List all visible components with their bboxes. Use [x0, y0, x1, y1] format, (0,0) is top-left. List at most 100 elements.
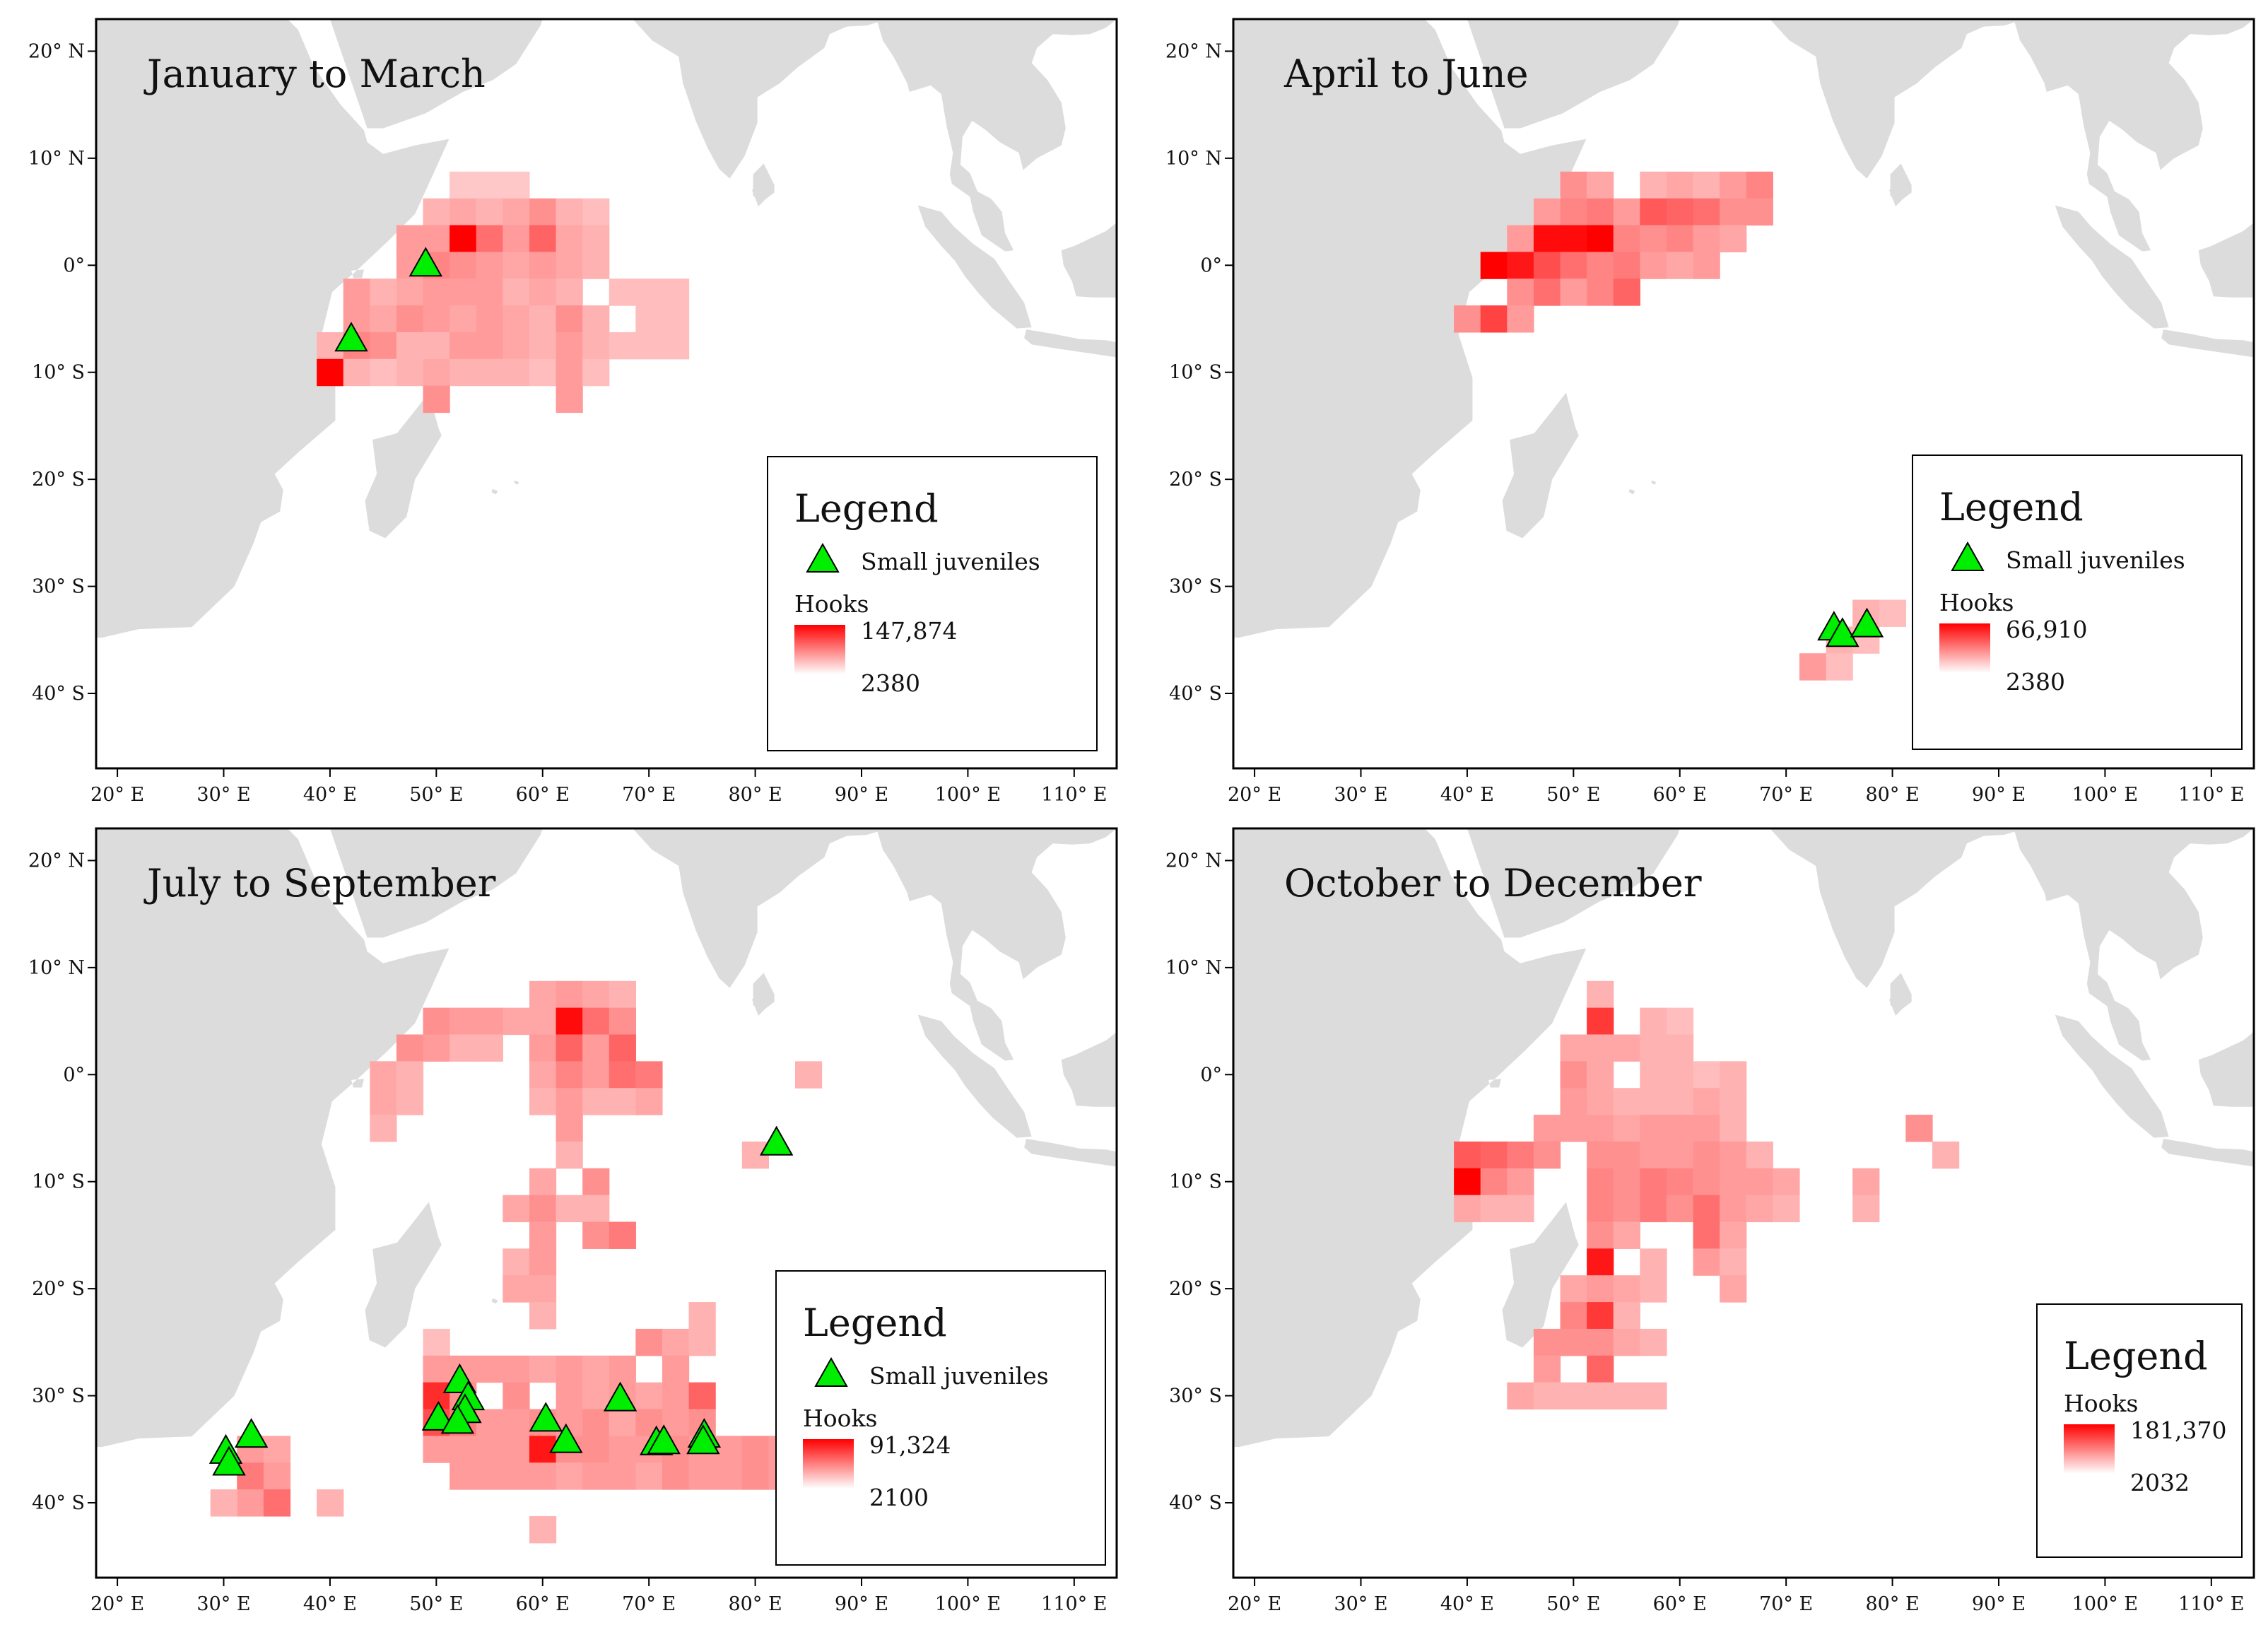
effort-cell — [1454, 1141, 1481, 1169]
effort-cell — [556, 980, 583, 1009]
lon-tick-label: 70° E — [622, 1593, 676, 1615]
effort-cell — [662, 305, 690, 333]
effort-cell — [503, 1355, 530, 1383]
effort-cell — [370, 1088, 397, 1115]
effort-cell — [1666, 1141, 1694, 1169]
lon-tick-label: 20° E — [90, 784, 144, 806]
effort-cell — [317, 358, 344, 387]
effort-cell — [529, 1355, 557, 1383]
effort-cell — [556, 198, 583, 226]
effort-cell — [1587, 980, 1614, 1009]
effort-cell — [1480, 1168, 1508, 1196]
effort-cell — [529, 1034, 557, 1062]
lon-tick-label: 90° E — [835, 1593, 888, 1615]
map-frame — [1232, 18, 2255, 770]
lon-tick-label: 30° E — [1334, 1593, 1387, 1615]
panel-jan-mar: 20° N 10° N 0° 10° S 20° S 30° S 40° S 20° E 30°… — [28, 18, 1118, 806]
effort-cell — [503, 358, 530, 387]
effort-cell — [529, 1462, 557, 1490]
effort-cell — [423, 198, 450, 226]
lon-tick-label: 90° E — [1972, 1593, 2026, 1615]
effort-cell — [556, 1355, 583, 1383]
effort-cell — [476, 358, 503, 387]
effort-cell — [476, 198, 503, 226]
effort-cell — [556, 1061, 583, 1089]
lat-tick-label: 0° — [1200, 254, 1222, 276]
effort-cell — [1587, 171, 1614, 199]
lon-tick-label: 80° E — [1866, 1593, 1920, 1615]
lon-tick-label: 80° E — [729, 1593, 782, 1615]
effort-cell — [609, 980, 636, 1009]
lon-tick-label: 20° E — [90, 1593, 144, 1615]
lon-tick-label: 40° E — [303, 784, 357, 806]
effort-cell — [343, 358, 370, 387]
lon-tick-label: 50° E — [409, 1593, 463, 1615]
effort-cell — [556, 1007, 583, 1036]
effort-cell — [662, 1462, 690, 1490]
effort-cell — [1507, 1141, 1534, 1169]
legend-max-label: 66,910 — [2006, 616, 2087, 643]
effort-cell — [582, 1195, 610, 1223]
effort-cell — [476, 305, 503, 333]
effort-cell — [1613, 225, 1640, 252]
map-frame — [95, 827, 1118, 1579]
effort-cell — [476, 225, 503, 252]
effort-cell — [556, 1195, 583, 1223]
lat-tick-label: 30° S — [1169, 1385, 1222, 1407]
effort-cell — [556, 385, 583, 414]
effort-cell — [1720, 171, 1747, 199]
legend-hooks-label: Hooks — [2064, 1390, 2138, 1417]
lat-tick-label: 30° S — [32, 1385, 85, 1407]
lon-tick-label: 80° E — [729, 784, 782, 806]
effort-cell — [556, 358, 583, 387]
lat-tick-label: 30° S — [1169, 576, 1222, 598]
effort-cell — [1587, 1382, 1614, 1410]
effort-cell — [1640, 1141, 1667, 1169]
effort-cell — [688, 1302, 716, 1330]
effort-cell — [450, 358, 477, 387]
lon-tick-label: 30° E — [196, 784, 250, 806]
effort-cell — [1587, 278, 1614, 306]
effort-cell — [794, 1061, 823, 1089]
effort-cell — [1587, 1302, 1614, 1330]
effort-cell — [450, 1436, 477, 1463]
effort-cell — [1507, 1382, 1534, 1410]
effort-cell — [1560, 278, 1587, 306]
effort-cell — [423, 305, 450, 333]
lat-tick-label: 20° N — [28, 850, 85, 872]
lat-tick-label: 20° S — [32, 1278, 85, 1300]
lon-tick-label: 20° E — [1228, 784, 1281, 806]
effort-cell — [1746, 171, 1773, 199]
effort-cell — [635, 1061, 663, 1089]
lon-tick-label: 60° E — [516, 784, 570, 806]
legend-color-ramp — [803, 1439, 854, 1489]
panel-title: October to December — [1284, 861, 1702, 905]
effort-cell — [1613, 252, 1640, 279]
effort-cell — [662, 332, 690, 360]
effort-cell — [1560, 1382, 1587, 1410]
effort-cell — [396, 225, 424, 252]
effort-cell — [503, 1195, 530, 1223]
effort-cell — [1560, 1328, 1587, 1356]
effort-cell — [715, 1436, 743, 1463]
lon-tick-label: 110° E — [2178, 784, 2244, 806]
legend-color-ramp — [1939, 623, 1990, 673]
effort-cell — [1666, 198, 1694, 226]
effort-cell — [1480, 252, 1508, 279]
effort-cell — [503, 171, 530, 199]
effort-cell — [1587, 225, 1614, 252]
effort-cell — [1640, 252, 1667, 279]
effort-cell — [503, 198, 530, 226]
panel-title: July to September — [143, 861, 496, 905]
effort-cell — [635, 1382, 663, 1410]
effort-cell — [1587, 1141, 1614, 1169]
lat-tick-label: 0° — [63, 254, 85, 276]
legend-color-ramp — [794, 625, 845, 674]
effort-cell — [396, 332, 424, 360]
effort-cell — [1587, 1061, 1614, 1089]
effort-cell — [635, 1088, 663, 1115]
lon-tick-label: 110° E — [2178, 1593, 2244, 1615]
effort-cell — [1693, 1248, 1720, 1276]
lon-tick-label: 40° E — [303, 1593, 357, 1615]
